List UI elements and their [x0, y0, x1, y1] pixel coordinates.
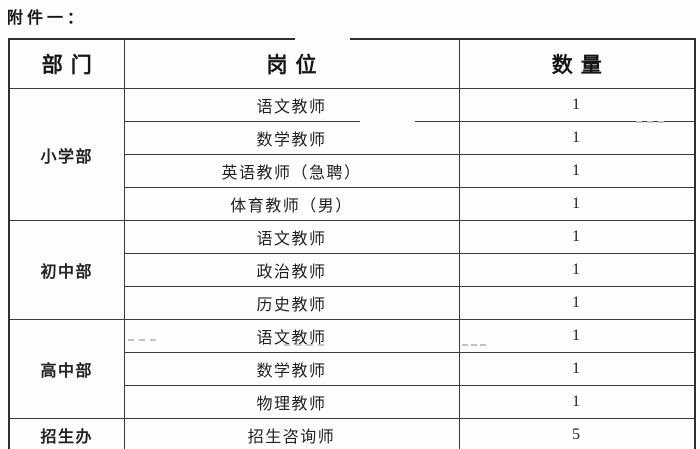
count-cell: 1 — [458, 319, 696, 353]
count-cell: 1 — [458, 187, 696, 221]
position-cell: 语文教师 — [123, 220, 460, 254]
count-cell: 1 — [458, 220, 696, 254]
table-row: 小学部 语文教师 1 — [8, 88, 696, 221]
table-row: 初中部 语文教师 1 — [8, 220, 696, 320]
department-cell: 高中部 — [8, 319, 125, 419]
table-row: 体育教师（男） 1 — [9, 187, 696, 221]
table-row: 招生办 招生咨询师 5 — [8, 418, 696, 449]
department-cell: 招生办 — [8, 418, 125, 449]
count-cell: 1 — [458, 88, 696, 122]
recruitment-positions-table: 部门 岗位 数量 小学部 语文教师 1 数学教师 1 英语教师（急聘） 1 体育… — [8, 38, 696, 449]
position-cell: 英语教师（急聘） — [123, 154, 460, 188]
department-cell: 初中部 — [8, 220, 125, 320]
position-cell: 政治教师 — [123, 253, 460, 287]
position-cell: 数学教师 — [123, 352, 460, 386]
department-cell: 小学部 — [8, 88, 125, 221]
table-row: 高中部 语文教师 1 — [8, 319, 696, 419]
count-cell: 1 — [458, 352, 696, 386]
count-cell: 1 — [458, 121, 696, 155]
table-row: 数学教师 1 — [9, 121, 696, 155]
position-cell: 历史教师 — [123, 286, 460, 320]
count-cell: 1 — [458, 286, 696, 320]
header-department: 部门 — [8, 38, 125, 89]
count-cell: 1 — [458, 385, 696, 419]
table-row: 历史教师 1 — [9, 286, 696, 320]
count-cell: 1 — [458, 253, 696, 287]
position-cell: 招生咨询师 — [123, 418, 460, 449]
position-cell: 数学教师 — [123, 121, 460, 155]
attachment-title: 附件一： — [7, 10, 88, 27]
position-cell: 物理教师 — [123, 385, 460, 419]
table-header-row: 部门 岗位 数量 — [8, 38, 696, 89]
header-position: 岗位 — [123, 38, 460, 89]
count-cell: 5 — [458, 418, 696, 449]
position-cell: 语文教师 — [123, 88, 460, 122]
count-cell: 1 — [458, 154, 696, 188]
position-cell: 语文教师 — [123, 319, 460, 353]
header-quantity: 数量 — [458, 38, 696, 89]
table-row: 物理教师 1 — [9, 385, 696, 419]
position-cell: 体育教师（男） — [123, 187, 460, 221]
